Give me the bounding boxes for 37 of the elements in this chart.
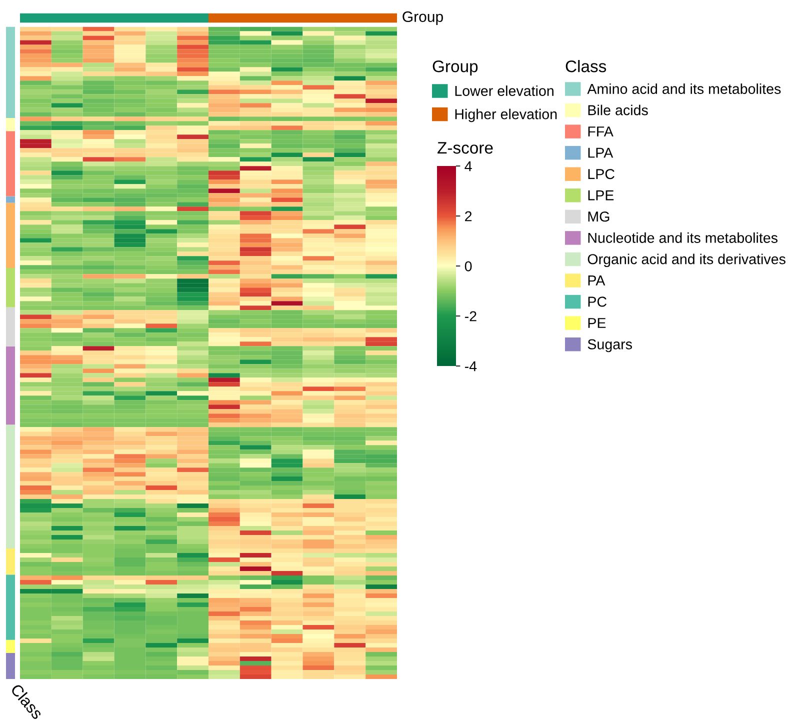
bar — [6, 307, 15, 346]
legend-label: PC — [588, 296, 606, 307]
color-bar-label: 4 — [464, 161, 472, 172]
bar — [6, 26, 15, 118]
bar — [6, 652, 15, 679]
legend-label: FFA — [588, 126, 614, 136]
text: Group — [402, 11, 443, 25]
bar — [6, 196, 15, 203]
legend-label: Nucleotide and its metabolites — [588, 232, 778, 243]
legend-label: Higher elevation — [455, 108, 557, 122]
legend-label: LPE — [588, 190, 614, 200]
legend-label: Amino acid and its metabolites — [587, 83, 781, 94]
legend-label: PA — [588, 276, 606, 286]
bar — [6, 346, 15, 425]
color-bar-title: Z-score — [438, 142, 493, 154]
legend-title: Class — [566, 60, 606, 72]
legend-label: Sugars — [588, 339, 632, 352]
bar — [6, 640, 15, 653]
legend-title: Group — [432, 60, 478, 76]
legend-label: LPC — [588, 168, 614, 180]
legend-label: Bile acids — [588, 104, 648, 116]
bar — [6, 268, 15, 308]
legend-label: PE — [588, 318, 606, 328]
legend-label: Lower elevation — [455, 85, 554, 96]
bar — [6, 202, 15, 268]
legend-label: MG — [588, 212, 610, 222]
bar — [6, 118, 15, 132]
color-bar-label: 0 — [464, 261, 472, 272]
legend-label: LPA — [588, 148, 614, 158]
color-bar-label: -4 — [464, 361, 477, 372]
legend-label: Organic acid and its derivatives — [588, 254, 786, 268]
bar — [6, 574, 15, 640]
color-bar-label: -2 — [464, 311, 476, 322]
bar — [6, 131, 15, 196]
bar — [6, 424, 15, 549]
bar — [6, 548, 15, 575]
color-bar-label: 2 — [465, 211, 472, 222]
